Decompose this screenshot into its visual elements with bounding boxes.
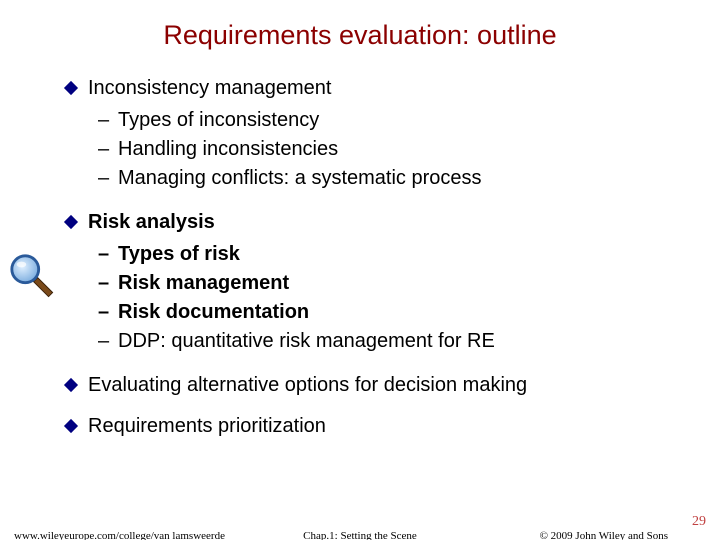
content-area: Inconsistency management –Types of incon… [30,77,690,438]
sub-item-text: Managing conflicts: a systematic process [118,167,482,189]
outline-item-label: Evaluating alternative options for decis… [88,374,527,396]
outline-item-evaluating: Evaluating alternative options for decis… [88,374,690,397]
sub-item-text: Risk documentation [118,301,309,323]
dash-icon: – [98,269,109,298]
diamond-bullet-icon [64,215,78,229]
dash-icon: – [98,298,109,327]
sub-item-text: Types of risk [118,243,240,265]
outline-item-inconsistency: Inconsistency management –Types of incon… [88,77,690,193]
sub-item-text: DDP: quantitative risk management for RE [118,330,495,352]
sub-list: –Types of inconsistency –Handling incons… [88,106,690,193]
sub-item: –Risk documentation [118,298,690,327]
page-number: 29 [692,514,706,530]
sub-item: –DDP: quantitative risk management for R… [118,327,690,356]
dash-icon: – [98,164,109,193]
sub-item-text: Handling inconsistencies [118,138,338,160]
footer-copyright: © 2009 John Wiley and Sons [540,530,668,540]
sub-item: –Handling inconsistencies [118,135,690,164]
dash-icon: – [98,327,109,356]
magnifier-icon [8,252,54,298]
outline-item-label: Inconsistency management [88,77,331,99]
outline-item-label: Requirements prioritization [88,415,326,437]
slide-title: Requirements evaluation: outline [30,20,690,51]
sub-item: –Risk management [118,269,690,298]
sub-item: –Types of inconsistency [118,106,690,135]
outline-item-risk-analysis: Risk analysis –Types of risk –Risk manag… [88,211,690,356]
sub-item: –Managing conflicts: a systematic proces… [118,164,690,193]
sub-list: –Types of risk –Risk management –Risk do… [88,240,690,356]
diamond-bullet-icon [64,81,78,95]
diamond-bullet-icon [64,378,78,392]
sub-item-text: Types of inconsistency [118,109,319,131]
dash-icon: – [98,135,109,164]
sub-item-text: Risk management [118,272,289,294]
dash-icon: – [98,106,109,135]
diamond-bullet-icon [64,419,78,433]
dash-icon: – [98,240,109,269]
outline-item-prioritization: Requirements prioritization [88,415,690,438]
outline-item-label: Risk analysis [88,211,215,233]
slide: Requirements evaluation: outline Inconsi… [0,0,720,540]
sub-item: –Types of risk [118,240,690,269]
